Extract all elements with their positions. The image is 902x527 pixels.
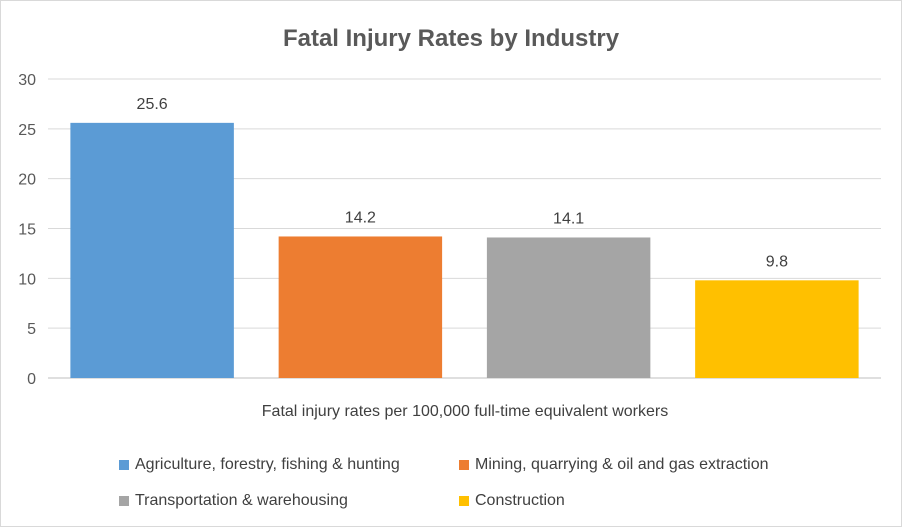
legend-label: Construction (475, 492, 565, 509)
bar (695, 280, 859, 378)
legend-swatch (459, 496, 469, 506)
legend-item: Agriculture, forestry, fishing & hunting (119, 453, 459, 477)
bar (486, 237, 651, 378)
data-label: 25.6 (137, 96, 168, 113)
legend-item: Mining, quarrying & oil and gas extracti… (459, 453, 819, 477)
legend-item: Construction (459, 489, 819, 513)
bar (70, 122, 234, 378)
legend-label: Agriculture, forestry, fishing & hunting (135, 456, 400, 473)
y-tick-label: 10 (18, 271, 36, 288)
y-tick-label: 5 (27, 321, 36, 338)
bars (70, 122, 859, 378)
legend: Agriculture, forestry, fishing & hunting… (119, 453, 839, 513)
x-axis-title: Fatal injury rates per 100,000 full-time… (262, 403, 668, 420)
legend-label: Transportation & warehousing (135, 492, 348, 509)
data-labels: 25.6 14.2 14.1 9.8 (137, 96, 789, 270)
legend-swatch (119, 496, 129, 506)
data-label: 14.1 (553, 210, 584, 227)
data-label: 9.8 (766, 253, 788, 270)
legend-swatch (459, 460, 469, 470)
y-tick-label: 0 (27, 371, 36, 388)
chart-title: Fatal Injury Rates by Industry (283, 25, 620, 52)
legend-swatch (119, 460, 129, 470)
data-label: 14.2 (345, 209, 376, 226)
y-axis: 0 5 10 15 20 25 30 (18, 72, 36, 388)
legend-item: Transportation & warehousing (119, 489, 459, 513)
y-tick-label: 15 (18, 222, 36, 239)
bar-chart: Fatal Injury Rates by Industry 0 5 10 15 20 2… (18, 25, 881, 420)
legend-label: Mining, quarrying & oil and gas extracti… (475, 456, 769, 473)
bar (278, 236, 443, 378)
y-tick-label: 25 (18, 122, 36, 139)
y-tick-label: 30 (18, 72, 36, 89)
y-tick-label: 20 (18, 172, 36, 189)
